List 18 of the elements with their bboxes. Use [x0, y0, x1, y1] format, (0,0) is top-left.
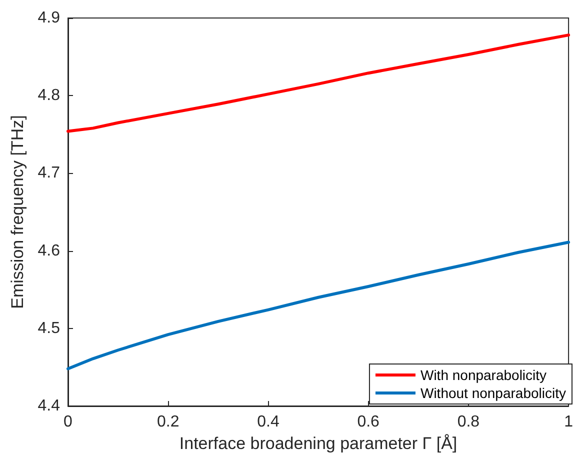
y-tick-label: 4.5	[38, 320, 60, 337]
x-tick-label: 1	[564, 414, 574, 430]
line-series	[66, 240, 570, 370]
x-tick-label: 0.2	[156, 414, 180, 430]
line-series	[66, 34, 570, 133]
x-tick-label: 0	[64, 414, 73, 430]
y-tick-label: 4.9	[38, 10, 60, 26]
legend-label: With nonparabolicity	[420, 367, 547, 383]
y-axis-title: Emission frequency [THz]	[8, 115, 27, 309]
y-tick-label: 4.8	[38, 87, 60, 104]
x-axis-title: Interface broadening parameter Γ [Å]	[179, 434, 458, 453]
legend-label: Without nonparabolicity	[420, 385, 566, 401]
x-tick-label: 0.6	[357, 414, 380, 430]
y-tick-label: 4.6	[38, 242, 60, 260]
y-tick-label: 4.4	[38, 398, 60, 414]
x-tick-label: 0.8	[457, 414, 480, 430]
x-tick-label: 0.4	[257, 414, 280, 430]
y-tick-label: 4.7	[38, 164, 60, 182]
